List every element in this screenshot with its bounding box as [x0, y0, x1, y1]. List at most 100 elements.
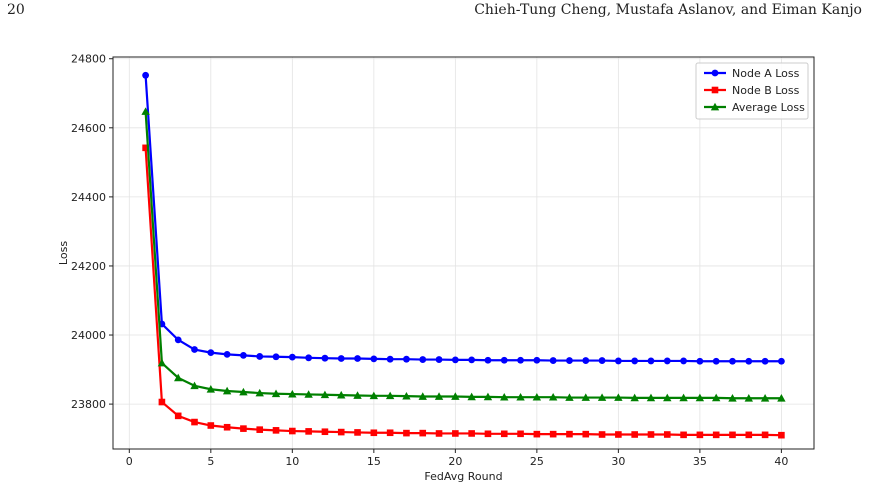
series-node-b-loss [142, 144, 785, 439]
data-point [516, 392, 525, 401]
data-point [582, 357, 590, 364]
page-number: 20 [7, 2, 25, 18]
y-tick-label: 24000 [71, 329, 106, 342]
data-point [646, 393, 656, 402]
data-point [581, 393, 590, 401]
x-tick-label: 25 [530, 455, 544, 468]
data-point [468, 430, 475, 437]
data-point [435, 356, 443, 363]
data-point [533, 430, 541, 438]
x-tick-label: 5 [207, 455, 214, 468]
data-point [712, 431, 720, 439]
data-point [354, 355, 361, 362]
data-point [157, 358, 167, 367]
data-point [142, 144, 149, 152]
data-point [663, 431, 671, 438]
x-tick-label: 40 [774, 455, 788, 468]
data-point [615, 431, 622, 438]
data-point [549, 357, 557, 364]
data-point [402, 391, 411, 400]
data-point [598, 431, 606, 438]
data-point [435, 430, 443, 437]
legend-swatch-marker [711, 69, 719, 77]
data-point [289, 427, 296, 435]
series-node-a-loss [142, 71, 785, 365]
data-point [370, 429, 378, 437]
data-point [370, 355, 378, 363]
data-point [452, 430, 459, 437]
data-point [728, 394, 737, 402]
data-point [207, 422, 215, 429]
data-point [451, 392, 460, 400]
data-point [305, 354, 313, 362]
legend: Node A Loss Node B Loss Average Loss [695, 62, 809, 120]
data-point [386, 429, 394, 437]
data-point [631, 431, 638, 438]
legend-label: Average Loss [732, 101, 805, 114]
data-point [272, 353, 280, 361]
y-tick-label: 23800 [71, 398, 106, 411]
x-tick-label: 15 [367, 455, 381, 468]
data-point [337, 428, 345, 436]
x-tick-label: 10 [285, 455, 299, 468]
grid-layer [113, 57, 814, 449]
data-point [614, 357, 622, 365]
data-point [483, 392, 493, 401]
data-point [760, 394, 770, 402]
data-point [191, 418, 198, 426]
data-point [256, 353, 264, 360]
data-point [288, 353, 296, 361]
data-point [271, 389, 281, 398]
data-point [679, 393, 688, 402]
data-point [566, 430, 573, 438]
data-point [517, 430, 524, 438]
data-point [484, 356, 492, 364]
data-point [158, 398, 166, 406]
data-point [745, 357, 753, 365]
data-point [223, 423, 231, 431]
y-tick-label: 24200 [71, 260, 106, 273]
data-point [517, 356, 524, 364]
legend-box [695, 62, 809, 120]
data-point [468, 356, 476, 364]
data-point [663, 357, 671, 365]
legend-entry: Node A Loss [704, 67, 800, 80]
data-point [532, 392, 542, 401]
data-point [174, 373, 183, 382]
data-point [256, 426, 264, 433]
data-point [695, 393, 705, 402]
data-point [630, 393, 639, 402]
data-point [761, 431, 769, 439]
plot-frame [112, 56, 815, 450]
data-point [403, 429, 410, 437]
series-line [144, 147, 782, 437]
data-point [484, 430, 492, 438]
data-point [174, 336, 182, 344]
data-point [353, 391, 362, 399]
y-tick-label: 24400 [71, 191, 106, 204]
data-point [304, 390, 313, 398]
y-tick-label: 24800 [71, 53, 106, 66]
data-point [582, 430, 590, 438]
data-point [191, 346, 198, 353]
data-point [419, 356, 427, 363]
data-point [597, 393, 607, 401]
data-point [696, 357, 704, 365]
y-axis-label: Loss [57, 241, 70, 265]
data-point [744, 394, 753, 402]
data-point [142, 71, 150, 79]
data-point [240, 352, 247, 359]
data-point [451, 356, 459, 364]
data-point [337, 355, 345, 362]
x-tick-label: 35 [693, 455, 707, 468]
x-tick-label: 30 [611, 455, 625, 468]
data-point [549, 430, 557, 438]
data-point [500, 430, 508, 438]
data-point [663, 393, 672, 402]
data-point [500, 392, 509, 401]
data-point [239, 387, 248, 396]
data-point [288, 389, 297, 398]
data-point [222, 386, 232, 395]
axis-layer: 0 5 10 15 20 25 30 35 40 23800 24000 24200 24400 2460… [71, 53, 815, 468]
